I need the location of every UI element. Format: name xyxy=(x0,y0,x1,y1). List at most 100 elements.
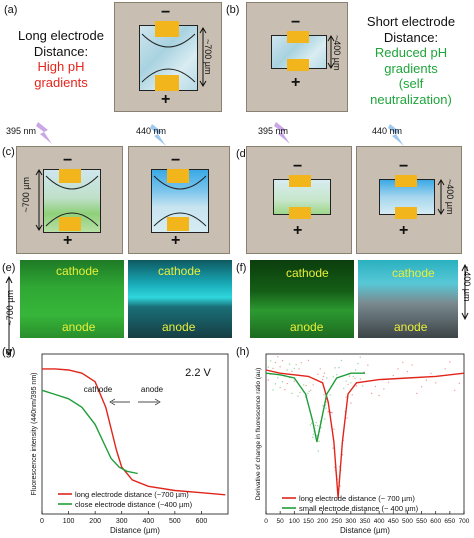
x-tick-label: 0 xyxy=(264,518,268,525)
scatter-point xyxy=(330,411,332,414)
scatter-point xyxy=(293,367,295,370)
panel-c-top-electrode-395 xyxy=(59,169,81,183)
scatter-point xyxy=(311,436,314,438)
scatter-point xyxy=(350,402,352,404)
panel-b-top-electrode xyxy=(287,31,309,43)
scatter-point xyxy=(284,389,286,391)
scatter-point xyxy=(312,384,314,386)
scatter-point xyxy=(397,368,399,370)
x-tick-label: 200 xyxy=(89,518,101,525)
scatter-point xyxy=(295,363,297,366)
lightning-icon xyxy=(150,124,166,146)
scatter-point xyxy=(305,385,307,387)
scatter-point xyxy=(274,361,277,364)
scatter-point xyxy=(336,374,338,376)
panel-b-line2: Distance: xyxy=(383,29,439,45)
scatter-point xyxy=(318,440,320,442)
panel-d-top-electrode-440 xyxy=(395,175,417,187)
panel-b-distance-label: ~400 µm xyxy=(332,35,342,71)
chart-g: 0 100 200 300 400 500 600 Distance (µm) Fluoresc… xyxy=(31,353,229,535)
panel-d-bottom-electrode-440 xyxy=(395,207,417,219)
panel-f-anode-label-440: anode xyxy=(394,320,428,334)
anode-arrowhead xyxy=(154,398,161,406)
panel-f-distance-arrow xyxy=(461,264,469,320)
panel-b-line4: gradients xyxy=(384,60,438,76)
x-tick-label: 250 xyxy=(331,518,342,525)
cathode-arrowhead xyxy=(109,398,116,406)
scatter-point xyxy=(322,375,325,378)
panel-e-distance-arrow xyxy=(5,276,13,356)
scatter-point xyxy=(324,418,326,420)
panel-a-plus: + xyxy=(161,91,171,108)
x-tick-label: 700 xyxy=(459,518,470,525)
scatter-point xyxy=(345,380,347,382)
legend-label: small electrode distance (~ 400 µm) xyxy=(299,504,419,513)
scatter-point xyxy=(359,378,361,380)
panel-e-cathode-label-440: cathode xyxy=(158,264,201,278)
scatter-point xyxy=(272,389,274,391)
panel-c-plus-440: + xyxy=(171,232,181,249)
scatter-point xyxy=(453,389,456,391)
x-tick-label: 400 xyxy=(374,518,385,525)
x-axis-label: Distance (µm) xyxy=(340,526,390,535)
scatter-point xyxy=(267,366,270,368)
panel-d-plus-395: + xyxy=(293,222,303,239)
series-line xyxy=(42,368,226,496)
scatter-point xyxy=(444,368,446,370)
scatter-point xyxy=(265,385,267,387)
scatter-point xyxy=(340,359,343,362)
scatter-point xyxy=(300,362,303,364)
panel-a-top-electrode xyxy=(155,21,179,37)
scatter-point xyxy=(420,386,423,388)
scatter-point xyxy=(317,373,319,375)
panel-d-schematic-440: − + ~400 µm xyxy=(356,146,462,254)
x-tick-label: 550 xyxy=(416,518,427,525)
series-line xyxy=(265,369,465,499)
x-tick-label: 350 xyxy=(360,518,371,525)
panel-e-anode-label-440: anode xyxy=(162,320,196,334)
scatter-point xyxy=(299,391,301,394)
scatter-point xyxy=(312,433,315,435)
scatter-point xyxy=(272,367,274,370)
scatter-point xyxy=(402,361,404,363)
panel-d-bottom-electrode-395 xyxy=(289,207,311,219)
panel-e-photo-440: cathode anode xyxy=(128,260,232,338)
legend-label: close electrode distance (~400 µm) xyxy=(75,500,193,509)
scatter-point xyxy=(325,407,327,409)
scatter-point xyxy=(281,359,284,362)
panel-c-wavelength-left: 395 nm xyxy=(6,126,37,136)
scatter-point xyxy=(359,356,361,358)
scatter-point xyxy=(352,375,354,378)
panel-a-line4: gradients xyxy=(34,74,88,90)
scatter-point xyxy=(315,421,317,424)
scatter-point xyxy=(383,388,385,390)
scatter-point xyxy=(354,369,357,371)
panel-c-schematic-440: − + xyxy=(128,146,230,254)
scatter-point xyxy=(326,377,328,379)
scatter-point xyxy=(288,363,291,365)
panel-c-distance-label: ~700 µm xyxy=(21,177,31,213)
scatter-point xyxy=(297,395,299,397)
panel-c-minus-395: − xyxy=(63,152,73,169)
panel-c-curves-395 xyxy=(45,175,99,227)
legend-label: long electrode distance (~700 µm) xyxy=(75,490,189,499)
scatter-point xyxy=(267,379,270,381)
panel-f-photo-440: cathode anode xyxy=(358,260,458,338)
plot-frame xyxy=(265,353,465,515)
panel-c-wavelength-right: 440 nm xyxy=(136,126,167,136)
panel-label-c: (c) xyxy=(2,146,15,158)
scatter-point xyxy=(425,379,427,381)
scatter-point xyxy=(316,434,318,437)
panel-b-line1: Short electrode xyxy=(366,14,456,29)
panel-f-photo-395: cathode anode xyxy=(250,260,354,338)
panel-c-bottom-electrode-440 xyxy=(167,217,189,231)
x-tick-label: 300 xyxy=(116,518,128,525)
panel-d-top-electrode-395 xyxy=(289,175,311,187)
series-line xyxy=(265,372,365,443)
panel-d-wavelength-left: 395 nm xyxy=(258,126,289,136)
panel-b-plus: + xyxy=(291,74,301,91)
scatter-point xyxy=(323,394,325,396)
scatter-point xyxy=(329,394,331,396)
panel-c-schematic-395: − + ~700 µm xyxy=(16,146,123,254)
scatter-point xyxy=(320,426,322,429)
